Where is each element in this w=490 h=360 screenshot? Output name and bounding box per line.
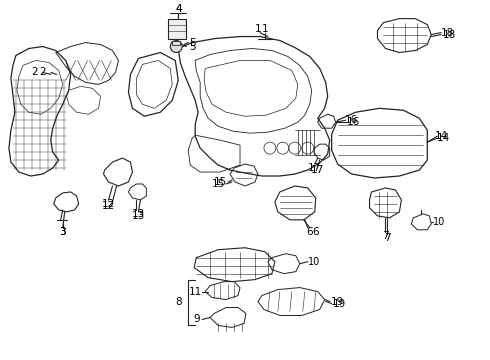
Text: 7: 7 bbox=[384, 233, 391, 243]
Text: 15: 15 bbox=[212, 179, 225, 189]
Text: 8: 8 bbox=[175, 297, 182, 306]
Text: 13: 13 bbox=[132, 209, 145, 219]
Polygon shape bbox=[168, 19, 186, 39]
Text: 12: 12 bbox=[102, 199, 115, 209]
Text: 1: 1 bbox=[255, 24, 261, 33]
Text: 4: 4 bbox=[175, 4, 182, 14]
Text: 10: 10 bbox=[433, 217, 445, 227]
Polygon shape bbox=[172, 41, 180, 45]
Text: 14: 14 bbox=[437, 133, 450, 143]
Text: 10: 10 bbox=[308, 257, 320, 267]
Circle shape bbox=[171, 41, 182, 53]
Text: 14: 14 bbox=[435, 131, 448, 141]
Text: 2: 2 bbox=[31, 67, 38, 77]
Text: 9: 9 bbox=[193, 314, 199, 324]
Text: 12: 12 bbox=[102, 201, 115, 211]
Text: 4: 4 bbox=[175, 4, 182, 14]
Text: 11: 11 bbox=[189, 287, 202, 297]
Text: 3: 3 bbox=[59, 227, 66, 237]
Text: 5: 5 bbox=[189, 37, 196, 48]
Text: 17: 17 bbox=[308, 163, 321, 173]
Text: 19: 19 bbox=[333, 298, 346, 309]
Text: 18: 18 bbox=[441, 28, 454, 37]
Text: 16: 16 bbox=[345, 115, 358, 125]
Text: 15: 15 bbox=[214, 177, 227, 187]
Text: 19: 19 bbox=[331, 297, 344, 306]
Text: 3: 3 bbox=[59, 227, 66, 237]
Text: 16: 16 bbox=[347, 117, 360, 127]
Text: 6: 6 bbox=[313, 227, 319, 237]
Text: 7: 7 bbox=[382, 231, 389, 241]
Text: 13: 13 bbox=[132, 211, 145, 221]
Text: 6: 6 bbox=[306, 227, 313, 237]
Text: 2: 2 bbox=[40, 67, 46, 77]
Text: 5: 5 bbox=[189, 41, 196, 51]
Text: 1: 1 bbox=[262, 24, 268, 33]
Text: 18: 18 bbox=[442, 30, 456, 40]
Text: 17: 17 bbox=[311, 165, 324, 175]
